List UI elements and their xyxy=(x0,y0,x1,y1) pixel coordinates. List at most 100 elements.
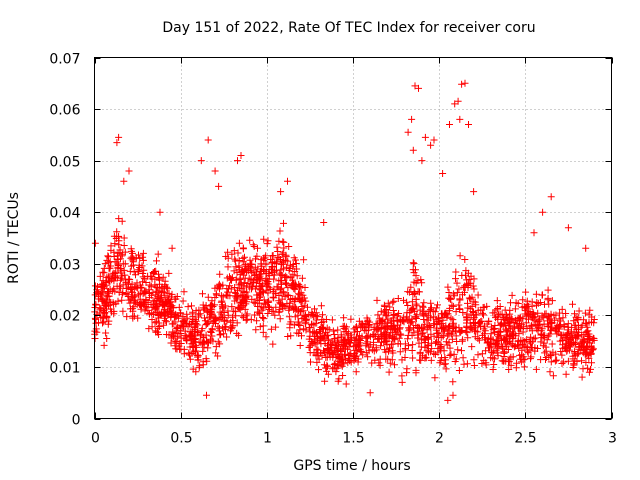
data-point xyxy=(408,304,416,312)
data-point xyxy=(319,334,327,342)
data-point xyxy=(287,318,295,326)
data-point xyxy=(520,363,528,371)
data-point xyxy=(285,306,293,314)
data-point xyxy=(312,309,320,317)
data-point xyxy=(254,303,262,310)
data-point xyxy=(426,322,434,329)
data-point xyxy=(198,325,206,333)
data-point xyxy=(373,320,381,328)
data-point xyxy=(129,314,137,322)
data-point xyxy=(322,328,329,336)
data-point xyxy=(187,321,195,329)
data-point xyxy=(216,270,224,278)
data-point xyxy=(343,331,351,339)
data-point xyxy=(390,311,398,318)
data-point xyxy=(470,188,478,196)
data-point xyxy=(137,305,145,313)
data-point xyxy=(552,311,560,319)
data-point xyxy=(386,359,394,367)
data-point xyxy=(209,319,217,327)
data-point xyxy=(334,326,342,334)
data-point xyxy=(352,352,360,360)
data-point xyxy=(446,352,454,359)
data-point xyxy=(474,291,482,299)
data-point xyxy=(378,317,386,325)
data-point xyxy=(481,327,489,335)
data-point xyxy=(259,314,267,321)
data-point xyxy=(424,323,432,331)
data-point xyxy=(294,311,302,319)
data-point xyxy=(123,313,131,321)
data-point xyxy=(279,238,287,246)
data-point xyxy=(186,331,194,339)
data-point xyxy=(409,354,417,362)
data-point xyxy=(444,283,452,291)
data-point xyxy=(352,368,360,376)
data-point xyxy=(168,290,176,298)
data-point xyxy=(468,302,476,310)
data-point xyxy=(222,291,230,299)
data-point xyxy=(528,302,536,310)
data-point xyxy=(398,378,406,386)
data-point xyxy=(515,315,523,323)
data-point xyxy=(159,273,167,281)
data-point xyxy=(186,355,194,363)
data-point xyxy=(92,301,100,309)
data-point xyxy=(584,327,592,335)
data-point xyxy=(237,298,245,306)
data-point xyxy=(342,380,350,388)
data-point xyxy=(571,348,579,355)
data-point xyxy=(211,284,219,292)
data-point xyxy=(366,389,374,397)
data-point xyxy=(364,338,372,346)
data-point xyxy=(559,337,566,344)
data-point xyxy=(471,311,479,319)
data-point xyxy=(226,273,233,281)
data-point xyxy=(416,356,424,364)
data-point xyxy=(170,333,178,341)
data-point xyxy=(289,281,297,289)
data-point xyxy=(420,299,428,307)
data-point xyxy=(552,350,560,358)
data-point xyxy=(310,328,318,336)
data-point xyxy=(102,329,110,337)
data-point xyxy=(238,285,246,293)
data-point xyxy=(461,79,469,87)
data-point xyxy=(139,249,147,257)
data-point xyxy=(135,291,143,299)
data-point xyxy=(582,244,590,252)
data-point xyxy=(502,325,510,333)
data-point xyxy=(496,328,504,336)
data-point xyxy=(287,332,295,340)
data-point xyxy=(404,288,412,296)
data-point xyxy=(400,296,407,304)
data-point xyxy=(411,290,419,298)
data-point xyxy=(553,321,561,329)
data-point xyxy=(272,303,280,311)
data-point xyxy=(437,357,445,365)
data-point xyxy=(96,272,104,280)
data-point xyxy=(111,240,119,248)
data-point xyxy=(100,341,108,349)
data-point xyxy=(390,297,398,305)
data-point xyxy=(300,302,308,310)
data-point xyxy=(410,278,418,286)
data-point xyxy=(273,243,281,251)
data-point xyxy=(419,329,427,337)
data-point xyxy=(370,341,377,349)
data-point xyxy=(431,374,439,382)
data-point xyxy=(501,306,509,314)
data-point xyxy=(103,335,111,342)
data-point xyxy=(407,283,415,291)
data-point xyxy=(564,329,572,337)
data-point xyxy=(578,373,586,381)
data-point xyxy=(109,271,116,279)
data-point xyxy=(145,325,153,333)
data-point xyxy=(260,266,267,274)
data-point xyxy=(124,280,132,288)
data-point xyxy=(374,327,382,335)
data-point xyxy=(273,258,281,266)
data-point xyxy=(445,307,453,315)
data-point xyxy=(564,320,572,328)
data-point xyxy=(508,291,516,299)
